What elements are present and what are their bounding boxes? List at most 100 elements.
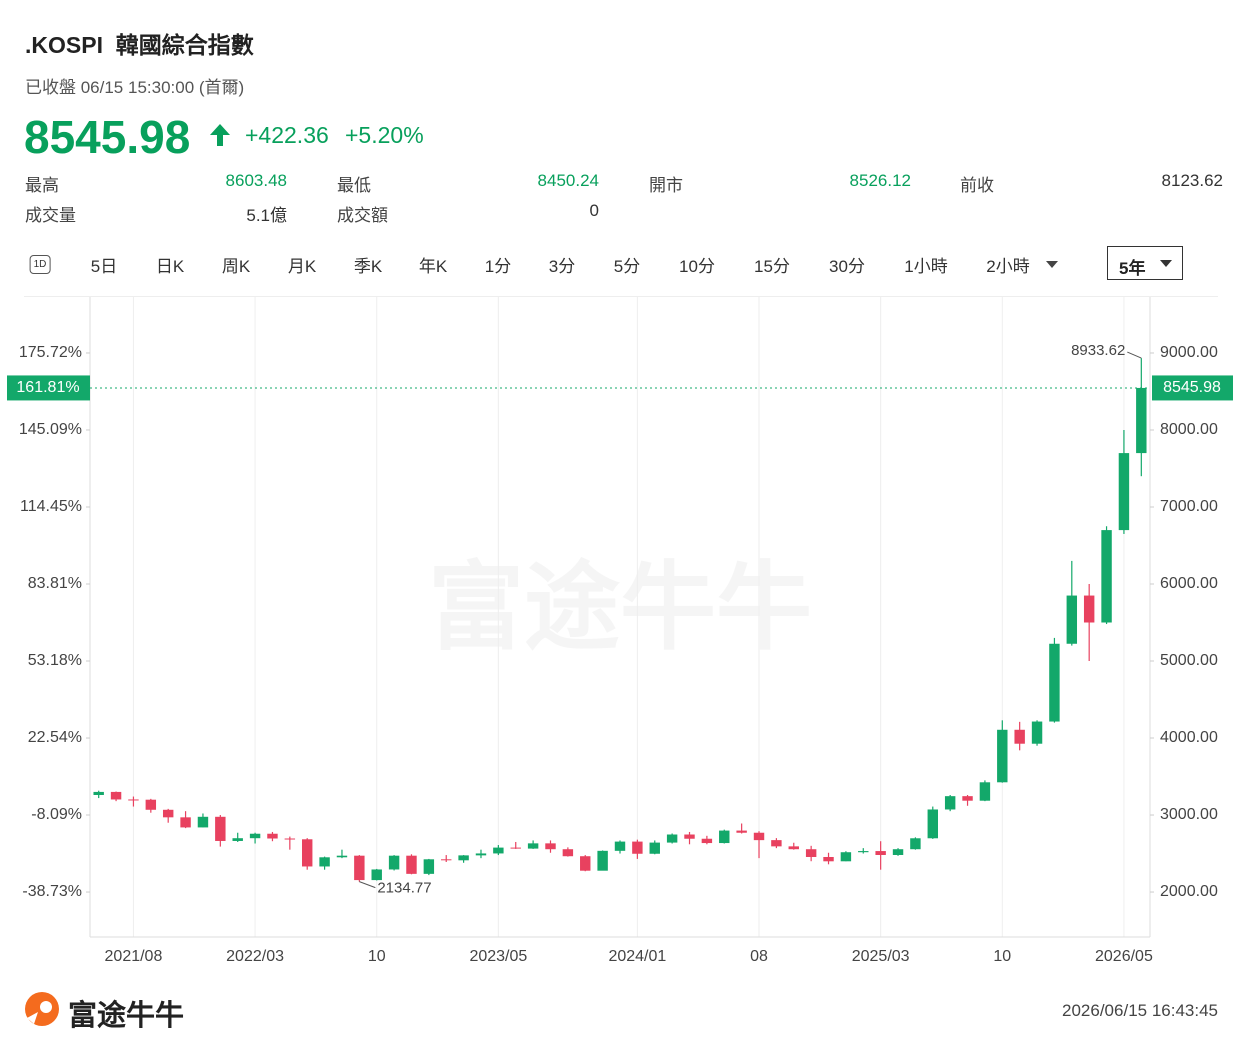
stat-value: 8123.62 xyxy=(1161,171,1223,190)
stat-value: 8526.12 xyxy=(849,171,911,190)
candle-body xyxy=(719,830,730,844)
candle-body xyxy=(180,817,191,828)
tab[interactable]: 周K xyxy=(221,257,251,276)
tab[interactable]: 1小時 xyxy=(904,257,948,276)
x-tick-label: 10 xyxy=(368,948,386,965)
tab[interactable]: 月K xyxy=(287,257,317,276)
candle-body xyxy=(1049,643,1060,722)
candle-body xyxy=(215,816,226,841)
candle-body xyxy=(649,842,660,854)
watermark: 富途牛牛 xyxy=(428,554,812,661)
tab[interactable]: 1分 xyxy=(484,257,512,276)
tab[interactable]: 日K xyxy=(155,257,185,276)
candle-body xyxy=(527,843,539,849)
x-tick-label: 10 xyxy=(993,948,1011,965)
candle-body xyxy=(944,796,956,810)
stat-label: 開市 xyxy=(649,176,683,195)
current-pct-box xyxy=(7,375,90,401)
candle-body xyxy=(892,849,904,855)
candle-body xyxy=(545,843,556,850)
candle-body xyxy=(562,849,574,857)
symbol-title: .KOSPI 韓國綜合指數 xyxy=(25,26,254,60)
y-tick-label: 2000.00 xyxy=(1160,883,1218,900)
stat-value: 8450.24 xyxy=(537,171,599,190)
min-label: 2134.77 xyxy=(377,880,431,897)
candle-body xyxy=(858,851,869,853)
tab[interactable]: 1D xyxy=(29,255,51,274)
stat-label: 成交量 xyxy=(25,206,76,225)
y2-tick-label: -38.73% xyxy=(22,883,82,900)
candle-body xyxy=(684,834,695,839)
brand-name: 富途牛牛 xyxy=(68,1000,185,1032)
stat-label: 最低 xyxy=(337,176,371,195)
candle-body xyxy=(805,849,817,857)
x-tick-label: 08 xyxy=(750,948,768,965)
candle-body xyxy=(580,856,591,871)
x-tick-label: 2025/03 xyxy=(852,948,910,965)
candle-body xyxy=(597,850,608,871)
candle-body xyxy=(1066,595,1078,644)
candle-body xyxy=(771,840,782,847)
candle-body xyxy=(997,729,1008,783)
candle-body xyxy=(614,841,626,851)
tab[interactable]: 2小時 xyxy=(986,257,1030,276)
candle-body xyxy=(875,851,886,855)
tab[interactable]: 5日 xyxy=(90,257,118,276)
candle-body xyxy=(962,796,973,801)
candle-body xyxy=(458,855,469,861)
candle-body xyxy=(475,853,487,856)
candle-body xyxy=(406,855,417,874)
brand-logo xyxy=(25,992,59,1026)
candle-body xyxy=(423,859,435,874)
stat-label: 最高 xyxy=(25,176,59,195)
max-pointer xyxy=(1127,351,1142,359)
y2-tick-label: 114.45% xyxy=(20,498,82,515)
tab[interactable]: 5分 xyxy=(613,257,641,276)
tab[interactable]: 3分 xyxy=(548,257,576,276)
stat-value: 5.1億 xyxy=(246,206,287,225)
candle-body xyxy=(840,852,852,862)
y2-tick-label: -8.09% xyxy=(31,806,82,823)
candle-body xyxy=(1014,729,1025,744)
tab[interactable]: 30分 xyxy=(829,257,865,276)
price: 8545.98 xyxy=(24,111,191,163)
candle-body xyxy=(493,847,504,854)
timestamp: 2026/06/15 16:43:45 xyxy=(1062,1001,1218,1020)
candle-body xyxy=(441,859,452,861)
tab[interactable]: 15分 xyxy=(754,257,790,276)
y-tick-label: 4000.00 xyxy=(1160,729,1218,746)
candle-body xyxy=(128,799,139,801)
candle-body xyxy=(1031,721,1043,744)
market-status: 已收盤 06/15 15:30:00 (首爾) xyxy=(25,78,245,97)
candle-body xyxy=(371,869,382,881)
candle-body xyxy=(232,838,243,841)
candle-body xyxy=(927,809,938,839)
candle-body xyxy=(753,832,765,841)
stat-label: 成交額 xyxy=(337,206,388,225)
candle-body xyxy=(336,855,348,858)
tab[interactable]: 季K xyxy=(353,257,383,276)
candle-body xyxy=(701,838,713,844)
stat-label: 前收 xyxy=(960,176,994,195)
y2-tick-label: 22.54% xyxy=(28,729,82,746)
candle-body xyxy=(1101,530,1112,623)
candle-body xyxy=(1083,595,1095,623)
candle-body xyxy=(284,838,296,840)
candle-body xyxy=(93,791,104,796)
min-pointer xyxy=(359,881,376,889)
dropdown-icon[interactable] xyxy=(1046,261,1058,268)
y2-tick-label: 83.81% xyxy=(28,575,82,592)
period-label: 5年 xyxy=(1119,259,1146,278)
period-select[interactable]: 5年 xyxy=(1107,246,1183,280)
candle-body xyxy=(197,816,209,828)
x-tick-label: 2022/03 xyxy=(226,948,284,965)
candle-body xyxy=(388,855,400,870)
stat-value: 0 xyxy=(589,201,599,220)
candle-body xyxy=(162,809,174,818)
y-tick-label: 8000.00 xyxy=(1160,421,1218,438)
tab[interactable]: 年K xyxy=(418,257,448,276)
tab[interactable]: 10分 xyxy=(679,257,715,276)
up-arrow xyxy=(210,124,230,146)
y-tick-label: 3000.00 xyxy=(1160,806,1218,823)
